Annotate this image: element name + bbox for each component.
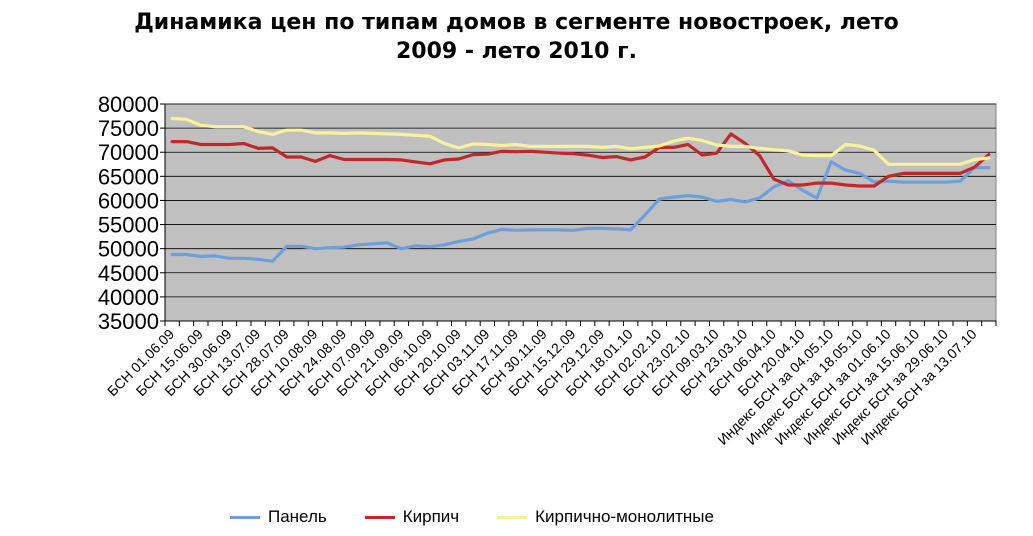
y-tick-label: 65000 xyxy=(98,164,159,189)
legend-label-brick: Кирпич xyxy=(402,507,460,526)
legend-label-brick-monolithic: Кирпично-монолитные xyxy=(535,507,714,526)
series-line-1 xyxy=(170,132,991,188)
y-tick-label: 75000 xyxy=(98,116,159,141)
y-tick-label: 80000 xyxy=(98,92,159,117)
plot-area xyxy=(164,103,997,322)
legend-label-panel: Панель xyxy=(268,507,327,526)
y-tick-label: 40000 xyxy=(98,285,159,310)
line-chart: 3500040000450005000055000600006500070000… xyxy=(98,92,997,448)
legend-item-panel: Панель xyxy=(230,507,327,527)
legend-swatch-brick xyxy=(364,515,395,519)
legend-item-brick: Кирпич xyxy=(364,507,460,527)
y-tick-label: 50000 xyxy=(98,237,159,262)
y-tick-label: 35000 xyxy=(98,309,159,334)
series-line-0 xyxy=(170,160,991,263)
series-line-2 xyxy=(170,116,991,166)
chart-title-line-1: Динамика цен по типам домов в сегменте н… xyxy=(134,10,899,35)
y-tick-label: 45000 xyxy=(98,261,159,286)
legend-item-brick-monolithic: Кирпично-монолитные xyxy=(497,507,714,527)
legend-swatch-brick-monolithic xyxy=(497,515,528,519)
legend-swatch-panel xyxy=(230,515,260,519)
y-tick-label: 60000 xyxy=(98,188,159,213)
chart-title-line-2: 2009 - лето 2010 г. xyxy=(396,39,637,64)
chart-title: Динамика цен по типам домов в сегменте н… xyxy=(0,8,1033,66)
y-tick-label: 70000 xyxy=(98,140,159,165)
chart-legend: Панель Кирпич Кирпично-монолитные xyxy=(230,505,752,529)
y-tick-label: 55000 xyxy=(98,213,159,238)
